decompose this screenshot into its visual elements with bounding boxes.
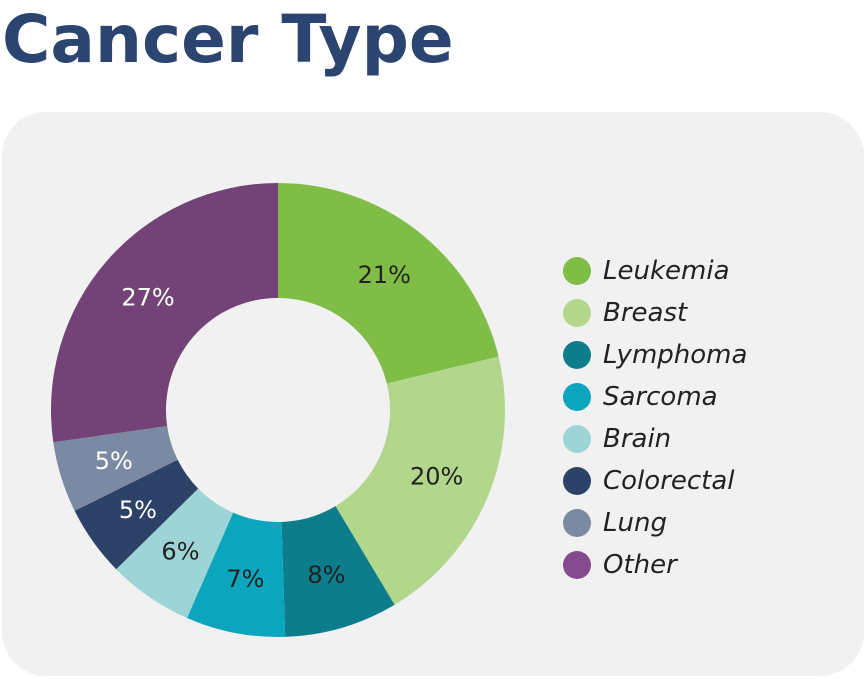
legend-label: Leukemia — [603, 256, 730, 286]
slice-label-other: 27% — [121, 283, 174, 311]
slice-other — [51, 183, 279, 443]
slice-lymphoma — [281, 506, 395, 637]
legend-item-lung: Lung — [563, 502, 747, 544]
slice-label-leukemia: 21% — [358, 261, 411, 289]
legend-swatch — [563, 383, 591, 411]
slice-label-lung: 5% — [95, 447, 133, 475]
legend-label: Breast — [603, 298, 688, 328]
slice-label-sarcoma: 7% — [226, 565, 264, 593]
legend-item-other: Other — [563, 544, 747, 586]
slice-label-breast: 20% — [410, 462, 463, 490]
legend-swatch — [563, 509, 591, 537]
legend-swatch — [563, 257, 591, 285]
legend-swatch — [563, 425, 591, 453]
legend-item-breast: Breast — [563, 292, 747, 334]
slice-brain — [116, 488, 234, 618]
chart-legend: Leukemia Breast Lymphoma Sarcoma Brain Colore… — [563, 250, 747, 586]
slice-colorectal — [74, 459, 199, 570]
legend-item-leukemia: Leukemia — [563, 250, 747, 292]
slice-label-colorectal: 5% — [119, 496, 157, 524]
slice-label-lymphoma: 8% — [307, 561, 345, 589]
slice-label-brain: 6% — [161, 538, 199, 566]
legend-label: Brain — [603, 424, 672, 454]
legend-label: Lymphoma — [603, 340, 748, 370]
legend-swatch — [563, 341, 591, 369]
slice-leukemia — [278, 183, 499, 384]
legend-item-lymphoma: Lymphoma — [563, 334, 747, 376]
chart-title: Cancer Type — [2, 1, 454, 78]
legend-swatch — [563, 551, 591, 579]
legend-label: Lung — [603, 508, 667, 538]
legend-label: Other — [603, 550, 677, 580]
legend-item-brain: Brain — [563, 418, 747, 460]
slice-breast — [335, 356, 505, 605]
slice-sarcoma — [186, 512, 286, 637]
legend-item-colorectal: Colorectal — [563, 460, 747, 502]
legend-item-sarcoma: Sarcoma — [563, 376, 747, 418]
legend-label: Colorectal — [603, 466, 735, 496]
legend-label: Sarcoma — [603, 382, 718, 412]
legend-swatch — [563, 299, 591, 327]
slice-lung — [53, 425, 178, 511]
legend-swatch — [563, 467, 591, 495]
